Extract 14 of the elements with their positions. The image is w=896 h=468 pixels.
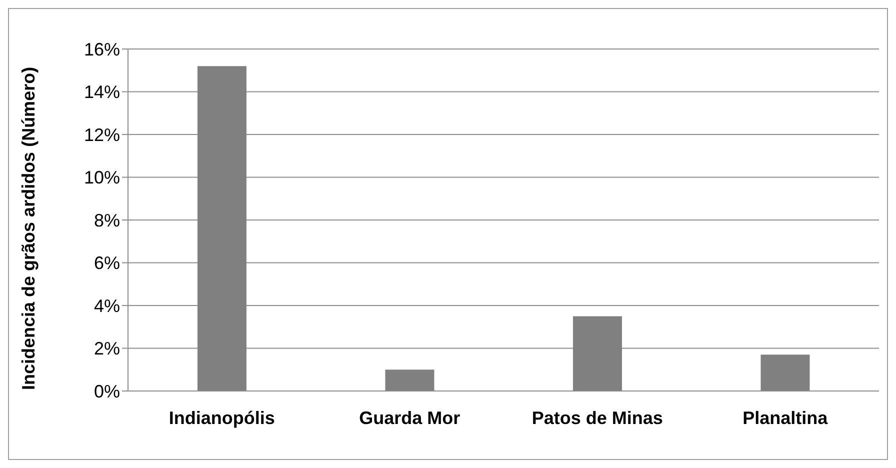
y-axis-title: Incidencia de grãos ardidos (Número) <box>18 66 38 390</box>
x-tick-label: Planaltina <box>742 408 829 428</box>
y-tick-label: 6% <box>94 253 120 274</box>
y-tick-label: 8% <box>94 210 120 230</box>
y-tick-label: 2% <box>94 338 120 359</box>
y-tick-label: 10% <box>84 168 120 188</box>
y-tick-label: 16% <box>84 39 120 60</box>
y-tick-label: 4% <box>94 296 120 316</box>
x-tick-label: Indianopólis <box>168 408 275 428</box>
y-tick-label: 12% <box>84 124 120 145</box>
y-tick-label: 14% <box>84 82 120 102</box>
x-tick-label: Guarda Mor <box>359 408 460 428</box>
y-tick-label: 0% <box>94 381 120 402</box>
x-tick-label: Patos de Minas <box>532 408 663 428</box>
